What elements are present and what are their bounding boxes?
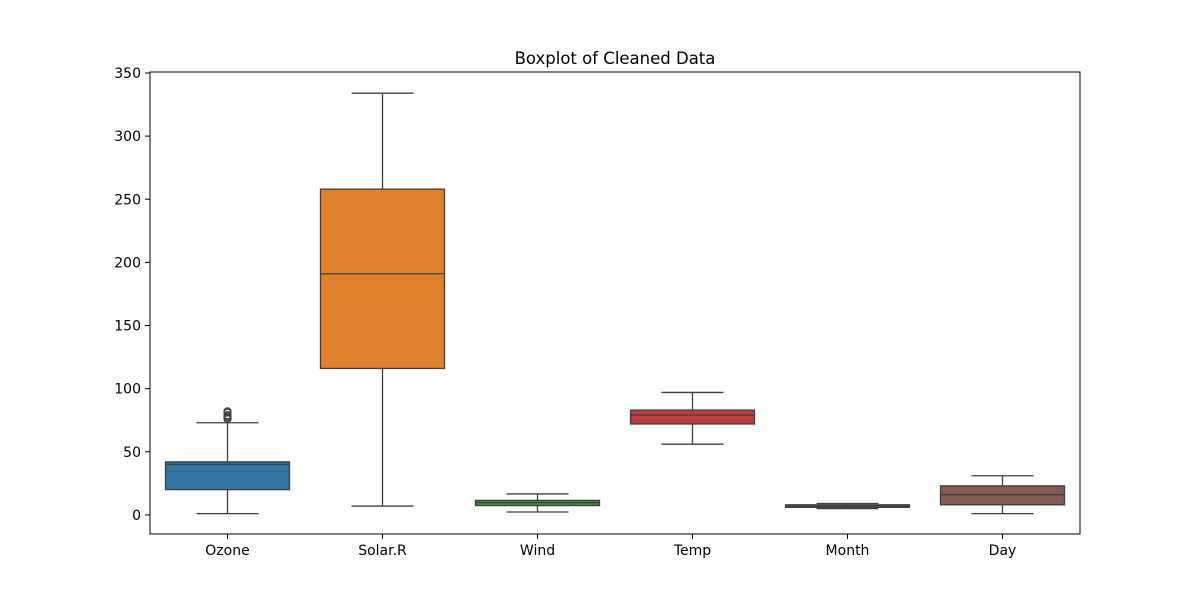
- iqr-box: [629, 409, 756, 425]
- box-ozone: [164, 407, 291, 515]
- x-tick-label: Month: [826, 543, 870, 559]
- x-tick-label: Solar.R: [358, 543, 407, 559]
- y-tick-label: 350: [114, 66, 141, 82]
- outlier-point: [223, 411, 232, 420]
- box-month: [784, 502, 911, 510]
- x-tick-label: Ozone: [205, 543, 249, 559]
- box-temp: [629, 391, 756, 445]
- y-tick-label: 300: [114, 129, 141, 145]
- y-tick-label: 0: [132, 508, 141, 524]
- iqr-box: [164, 461, 291, 491]
- y-tick-label: 100: [114, 382, 141, 398]
- y-axis: 0 50 100 150 200 250 300 350: [114, 66, 150, 524]
- plot-frame: [149, 71, 1081, 535]
- outlier-point: [223, 407, 232, 416]
- y-tick-label: 150: [114, 319, 141, 335]
- y-tick-label: 50: [123, 445, 141, 461]
- y-tick-label: 250: [114, 192, 141, 208]
- x-tick-label: Day: [989, 543, 1017, 559]
- box-wind: [474, 493, 601, 513]
- y-tick-label: 200: [114, 255, 141, 271]
- box-day: [939, 475, 1066, 515]
- x-tick-label: Temp: [673, 543, 711, 559]
- boxes-group: [164, 92, 1066, 515]
- x-tick-label: Wind: [520, 543, 555, 559]
- chart-title: Boxplot of Cleaned Data: [515, 49, 716, 68]
- x-axis: Ozone Solar.R Wind Temp Month Day: [205, 534, 1016, 559]
- iqr-box: [319, 188, 446, 370]
- box-solar-r: [319, 92, 446, 507]
